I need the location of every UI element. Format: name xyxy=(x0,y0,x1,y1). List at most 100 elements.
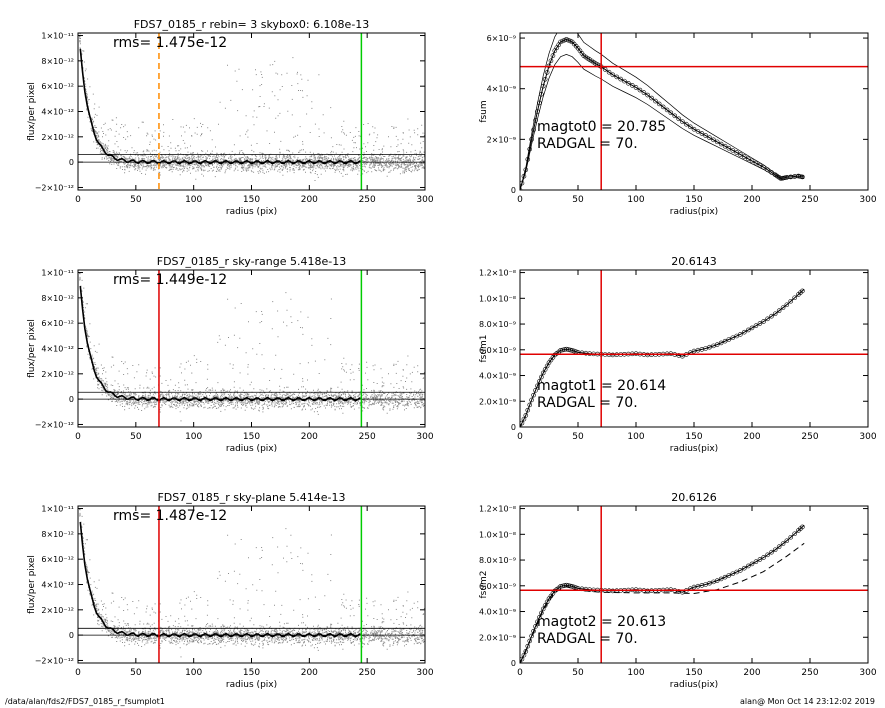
curve-point xyxy=(680,119,685,124)
y-tick-label: 0 xyxy=(69,158,74,167)
curve-point xyxy=(531,127,536,133)
y-tick-label: 4×10⁻¹² xyxy=(41,345,74,354)
curve-point xyxy=(527,146,533,152)
magtot-annotation: magtot0 = 20.785 xyxy=(537,119,666,135)
y-tick-label: 6.0×10⁻⁹ xyxy=(479,582,516,591)
curve-point xyxy=(525,407,531,413)
x-tick-label: 50 xyxy=(572,432,584,442)
curve-point xyxy=(753,323,759,329)
curve-point xyxy=(529,397,534,403)
x-tick-label: 100 xyxy=(185,432,202,442)
y-tick-label: 4×10⁻⁹ xyxy=(487,85,516,94)
y-tick-label: −2×10⁻¹² xyxy=(35,420,74,429)
curve-point xyxy=(800,174,805,180)
curve-point xyxy=(780,305,786,310)
y-tick-label: 6×10⁻¹² xyxy=(41,555,74,564)
curve-point xyxy=(734,333,739,339)
curve-point xyxy=(761,319,766,324)
y-tick-label: 1.0×10⁻⁸ xyxy=(479,294,516,303)
x-tick-label: 50 xyxy=(572,195,584,205)
curve-point xyxy=(531,392,536,398)
curve-point xyxy=(520,420,525,426)
x-tick-label: 150 xyxy=(243,432,260,442)
curve-point xyxy=(726,145,732,151)
curve-point xyxy=(537,615,542,620)
y-tick-label: 0 xyxy=(511,186,516,195)
curve-point xyxy=(792,295,797,301)
curve-point xyxy=(707,344,712,350)
curve-point xyxy=(535,383,540,389)
x-tick-label: 50 xyxy=(130,432,142,442)
curve-point xyxy=(714,578,720,583)
curve-point xyxy=(757,557,763,562)
magtot-annotation: magtot1 = 20.614 xyxy=(537,378,666,394)
curve-point xyxy=(548,58,554,64)
plot-area xyxy=(78,270,425,427)
curve-point xyxy=(703,346,708,351)
curve-point xyxy=(602,67,608,72)
lower-envelope xyxy=(520,54,805,190)
curve-point xyxy=(769,313,774,319)
footer-timestamp: alan@ Mon Oct 14 23:12:02 2019 xyxy=(740,697,875,706)
curve-point xyxy=(687,124,693,130)
curve-point xyxy=(527,402,533,408)
chart-left-3: 0 50 100 150 200 250 300 1×10⁻¹¹ 8×10⁻¹² 6×10⁻¹² 4… xyxy=(27,491,434,690)
curve-point xyxy=(533,624,538,629)
plot-area xyxy=(78,506,425,663)
x-tick-label: 100 xyxy=(185,195,202,205)
radgal-annotation: RADGAL = 70. xyxy=(537,395,638,411)
curve-point xyxy=(749,561,755,567)
x-tick-label: 250 xyxy=(801,195,818,205)
curve-point xyxy=(742,565,747,571)
curve-point xyxy=(641,90,647,95)
chart-title: FDS7_0185_r rebin= 3 skybox0: 6.108e-13 xyxy=(134,18,370,31)
chart-title: FDS7_0185_r sky-range 5.418e-13 xyxy=(157,255,347,268)
y-tick-label: 6.0×10⁻⁹ xyxy=(479,346,516,355)
y-tick-label: 4.0×10⁻⁹ xyxy=(479,608,516,617)
y-tick-label: 8×10⁻¹² xyxy=(41,294,74,303)
curve-point xyxy=(765,552,770,558)
curve-point xyxy=(527,638,533,644)
x-tick-label: 0 xyxy=(517,668,523,678)
y-axis-label: flux/per pixel xyxy=(27,555,37,614)
curve-point xyxy=(730,148,736,153)
y-tick-label: 8.0×10⁻⁹ xyxy=(479,320,516,329)
curve-point xyxy=(533,388,538,393)
radgal-annotation: RADGAL = 70. xyxy=(537,631,638,647)
curve-point xyxy=(542,367,548,372)
footer-path: /data/alan/fds2/FDS7_0185_r_fsumplot1 xyxy=(5,697,165,706)
curve-point xyxy=(780,541,786,546)
curve-point xyxy=(718,340,724,346)
profile-curve xyxy=(79,522,361,638)
x-tick-label: 150 xyxy=(243,195,260,205)
curve-point xyxy=(718,576,724,582)
curve-point xyxy=(730,335,736,341)
y-tick-label: 2×10⁻⁹ xyxy=(487,135,516,144)
y-tick-label: 6×10⁻¹² xyxy=(41,82,74,91)
x-tick-label: 100 xyxy=(185,668,202,678)
chart-title: 20.6126 xyxy=(671,491,717,504)
x-tick-label: 300 xyxy=(416,195,433,205)
x-tick-label: 0 xyxy=(517,432,523,442)
chart-right-2: 0 50 100 150 200 250 300 0 2.0×10⁻⁹ 4.0×10⁻⁹ 6.0×1… xyxy=(479,255,877,454)
curve-point xyxy=(668,110,674,116)
y-tick-label: 8×10⁻¹² xyxy=(41,57,74,66)
curve-point xyxy=(569,348,575,353)
y-tick-label: 2×10⁻¹² xyxy=(41,606,74,615)
x-tick-label: 150 xyxy=(685,432,702,442)
curve-point xyxy=(533,118,538,123)
curve-point xyxy=(761,555,766,560)
x-tick-label: 0 xyxy=(75,195,81,205)
curve-point xyxy=(676,116,681,122)
y-tick-label: 8×10⁻¹² xyxy=(41,530,74,539)
curve-point xyxy=(618,76,623,82)
curve-point xyxy=(703,582,708,587)
x-tick-label: 50 xyxy=(130,668,142,678)
curve-point xyxy=(722,143,728,149)
curve-point xyxy=(695,129,701,134)
x-tick-label: 150 xyxy=(685,668,702,678)
curve-point xyxy=(745,156,751,162)
x-tick-label: 300 xyxy=(859,432,876,442)
y-tick-label: 2×10⁻¹² xyxy=(41,370,74,379)
